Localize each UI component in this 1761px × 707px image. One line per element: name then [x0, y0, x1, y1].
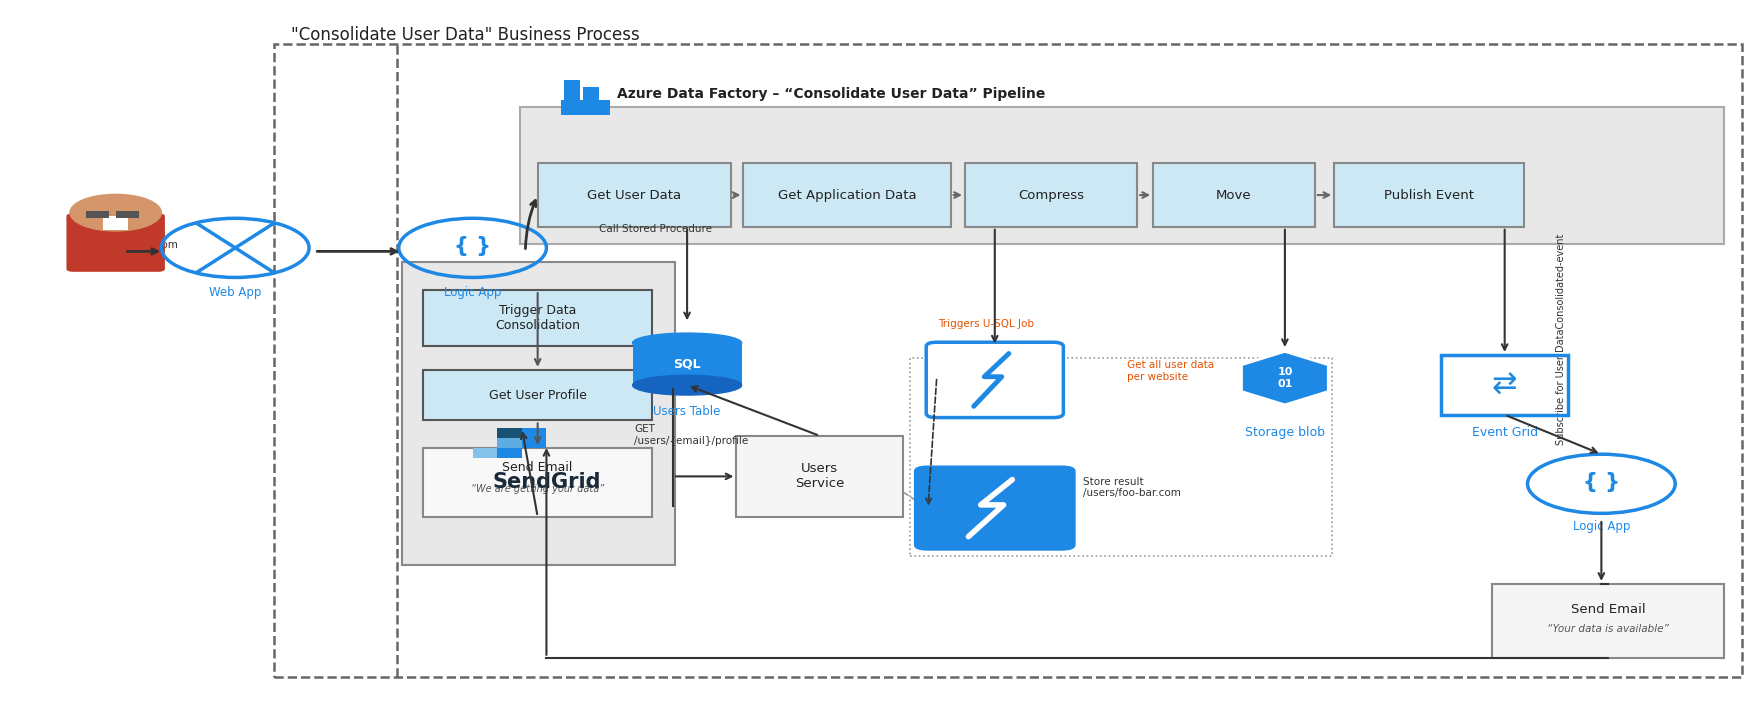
- Text: Azure Data Factory – “Consolidate User Data” Pipeline: Azure Data Factory – “Consolidate User D…: [616, 88, 1044, 101]
- Text: GET
/users/{email}/profile: GET /users/{email}/profile: [634, 424, 748, 445]
- Text: 10
01: 10 01: [1277, 368, 1293, 389]
- Text: Users Table: Users Table: [653, 405, 720, 418]
- Bar: [116, 211, 139, 218]
- Text: ⇄: ⇄: [1492, 370, 1518, 399]
- Text: Logic App: Logic App: [444, 286, 502, 299]
- Text: { }: { }: [1583, 472, 1620, 492]
- Text: Call Stored Procedure: Call Stored Procedure: [599, 224, 711, 234]
- Text: “We are getting your data”: “We are getting your data”: [470, 484, 604, 493]
- Bar: [537, 163, 731, 227]
- Bar: [910, 358, 1333, 556]
- Text: Publish Event: Publish Event: [1384, 189, 1474, 201]
- Bar: [743, 163, 951, 227]
- Bar: [402, 262, 674, 565]
- Ellipse shape: [632, 375, 741, 395]
- Text: Triggers U-SQL Job: Triggers U-SQL Job: [939, 319, 1034, 329]
- Bar: [423, 448, 652, 517]
- Bar: [632, 341, 741, 385]
- Bar: [1440, 355, 1567, 415]
- Text: Get all user data
per website: Get all user data per website: [1127, 360, 1213, 382]
- Bar: [560, 100, 609, 115]
- Bar: [423, 370, 652, 421]
- Text: Subscribe for User DataConsolidated-event: Subscribe for User DataConsolidated-even…: [1557, 234, 1566, 445]
- Bar: [472, 448, 497, 457]
- Text: SQL: SQL: [673, 358, 701, 370]
- Text: Web App: Web App: [210, 286, 261, 299]
- Text: Store result
/users/foo-bar.com: Store result /users/foo-bar.com: [1083, 477, 1180, 498]
- Bar: [497, 448, 521, 457]
- Bar: [423, 290, 652, 346]
- Text: Logic App: Logic App: [1573, 520, 1631, 533]
- Text: DELETE: DELETE: [122, 230, 166, 241]
- Text: SendGrid: SendGrid: [491, 472, 601, 492]
- Bar: [1335, 163, 1523, 227]
- Ellipse shape: [632, 333, 741, 353]
- Bar: [497, 428, 521, 438]
- Text: Trigger Data
Consolidation: Trigger Data Consolidation: [495, 304, 579, 332]
- Bar: [736, 436, 903, 517]
- Bar: [1492, 584, 1724, 658]
- Bar: [519, 107, 1724, 245]
- Bar: [564, 81, 579, 101]
- FancyBboxPatch shape: [926, 342, 1064, 418]
- Bar: [1153, 163, 1315, 227]
- Bar: [521, 428, 546, 438]
- Text: Send Email: Send Email: [1571, 603, 1647, 616]
- Bar: [965, 163, 1138, 227]
- Bar: [521, 438, 546, 448]
- Polygon shape: [1242, 351, 1328, 405]
- Text: Compress: Compress: [1018, 189, 1085, 201]
- Text: Users
Service: Users Service: [796, 462, 845, 491]
- Bar: [86, 211, 109, 218]
- Text: Event Grid: Event Grid: [1472, 426, 1537, 439]
- Text: { }: { }: [454, 236, 491, 257]
- Text: Move: Move: [1217, 189, 1252, 201]
- Bar: [497, 438, 521, 448]
- Text: "Consolidate User Data" Business Process: "Consolidate User Data" Business Process: [292, 26, 641, 44]
- Bar: [275, 44, 1742, 677]
- Bar: [583, 87, 599, 101]
- Text: Get User Data: Get User Data: [586, 189, 682, 201]
- Text: Send Email: Send Email: [502, 461, 572, 474]
- Text: foo@bar.com: foo@bar.com: [109, 239, 178, 250]
- Circle shape: [70, 194, 162, 231]
- FancyBboxPatch shape: [914, 465, 1076, 551]
- Bar: [104, 216, 129, 230]
- FancyBboxPatch shape: [67, 214, 166, 271]
- Text: Get Application Data: Get Application Data: [778, 189, 916, 201]
- Text: Get User Profile: Get User Profile: [490, 389, 586, 402]
- Text: Storage blob: Storage blob: [1245, 426, 1324, 439]
- Text: “Your data is available”: “Your data is available”: [1548, 624, 1669, 634]
